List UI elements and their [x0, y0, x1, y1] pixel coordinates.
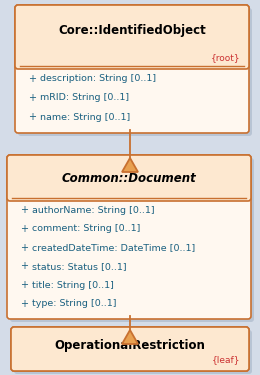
FancyBboxPatch shape: [10, 158, 254, 322]
Text: authorName: String [0..1]: authorName: String [0..1]: [32, 206, 155, 214]
Text: +: +: [20, 205, 28, 215]
Text: title: String [0..1]: title: String [0..1]: [32, 280, 114, 290]
Text: +: +: [28, 112, 36, 122]
Text: +: +: [28, 93, 36, 103]
FancyBboxPatch shape: [14, 330, 252, 374]
Text: description: String [0..1]: description: String [0..1]: [40, 74, 156, 83]
Text: name: String [0..1]: name: String [0..1]: [40, 113, 130, 122]
Text: mRID: String [0..1]: mRID: String [0..1]: [40, 93, 129, 102]
Text: +: +: [20, 280, 28, 290]
Text: +: +: [20, 299, 28, 309]
FancyBboxPatch shape: [7, 155, 251, 319]
Text: OperationalRestriction: OperationalRestriction: [55, 339, 205, 352]
Polygon shape: [122, 158, 138, 172]
FancyBboxPatch shape: [15, 5, 249, 133]
Text: {leaf}: {leaf}: [211, 355, 240, 364]
FancyBboxPatch shape: [11, 327, 249, 371]
FancyBboxPatch shape: [18, 8, 252, 136]
FancyBboxPatch shape: [7, 155, 251, 201]
FancyBboxPatch shape: [11, 327, 249, 371]
Text: type: String [0..1]: type: String [0..1]: [32, 299, 116, 308]
Text: +: +: [20, 261, 28, 272]
Text: +: +: [28, 74, 36, 84]
FancyBboxPatch shape: [15, 5, 249, 69]
Text: createdDateTime: DateTime [0..1]: createdDateTime: DateTime [0..1]: [32, 243, 195, 252]
Text: {root}: {root}: [210, 53, 240, 62]
Text: status: Status [0..1]: status: Status [0..1]: [32, 262, 127, 271]
Text: +: +: [20, 224, 28, 234]
Text: comment: String [0..1]: comment: String [0..1]: [32, 224, 140, 233]
Text: Core::IdentifiedObject: Core::IdentifiedObject: [58, 24, 206, 36]
Polygon shape: [122, 330, 138, 344]
Text: +: +: [20, 243, 28, 253]
Text: Common::Document: Common::Document: [62, 171, 196, 184]
